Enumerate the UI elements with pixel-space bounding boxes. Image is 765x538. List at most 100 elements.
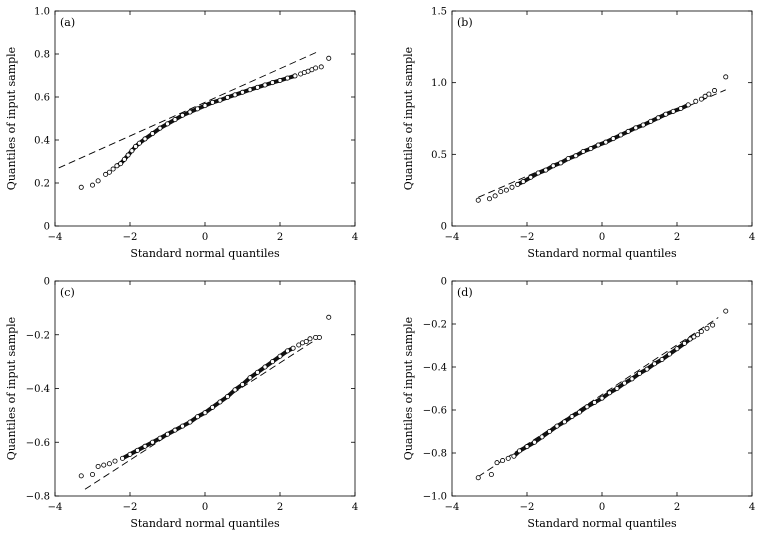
sample-point bbox=[194, 106, 200, 112]
y-axis-label: Quantiles of input sample bbox=[402, 47, 415, 190]
sample-point bbox=[614, 385, 620, 391]
sample-point bbox=[607, 390, 613, 396]
sample-point bbox=[629, 376, 635, 382]
sample-point bbox=[494, 460, 500, 466]
sample-point bbox=[698, 329, 704, 335]
sample-point bbox=[637, 370, 643, 376]
sample-point bbox=[254, 369, 260, 375]
sample-point bbox=[217, 399, 223, 405]
y-tick-label: −0.4 bbox=[423, 363, 447, 374]
sample-point bbox=[503, 187, 509, 193]
sample-point bbox=[584, 404, 590, 410]
sample-point bbox=[500, 458, 506, 464]
sample-point bbox=[670, 108, 676, 114]
sample-point bbox=[704, 325, 710, 331]
sample-point bbox=[682, 340, 688, 346]
panel-2: −4 −2 0 2 4 −0.8 −0.6 −0.4 −0.2 0 Standard normal … bbox=[5, 277, 358, 531]
sample-point bbox=[543, 167, 549, 173]
y-tick-label: 0.5 bbox=[431, 150, 447, 161]
sample-point bbox=[120, 455, 126, 461]
sample-point bbox=[239, 381, 245, 387]
sample-point bbox=[652, 361, 658, 367]
sample-point bbox=[164, 121, 170, 127]
sample-point bbox=[179, 423, 185, 429]
sample-point bbox=[292, 73, 298, 79]
reference-line bbox=[478, 317, 719, 478]
sample-point bbox=[573, 153, 579, 159]
sample-point bbox=[592, 399, 598, 405]
sample-point bbox=[633, 125, 639, 131]
sample-point bbox=[486, 196, 492, 202]
sample-point bbox=[562, 419, 568, 425]
sample-point bbox=[269, 359, 275, 365]
y-tick-label: 1.0 bbox=[34, 7, 50, 18]
sample-point bbox=[103, 171, 109, 177]
x-tick-label: −4 bbox=[445, 232, 460, 243]
y-axis-label: Quantiles of input sample bbox=[402, 317, 415, 460]
sample-point bbox=[90, 471, 96, 477]
sample-point bbox=[588, 146, 594, 152]
y-tick-label: −1.0 bbox=[423, 492, 447, 503]
sample-point bbox=[618, 132, 624, 138]
sample-point bbox=[95, 463, 101, 469]
sample-point bbox=[277, 77, 283, 83]
sample-point bbox=[95, 178, 101, 184]
sample-point bbox=[520, 179, 526, 185]
sample-point bbox=[515, 181, 521, 187]
sample-point bbox=[164, 431, 170, 437]
sample-point bbox=[114, 163, 120, 169]
reference-line bbox=[84, 335, 322, 490]
x-tick-label: 2 bbox=[674, 232, 680, 243]
sample-point bbox=[509, 184, 515, 190]
sample-point bbox=[224, 394, 230, 400]
sample-point bbox=[648, 118, 654, 124]
y-tick-label: 0.8 bbox=[34, 50, 50, 61]
sample-point bbox=[262, 364, 268, 370]
sample-point bbox=[524, 444, 530, 450]
x-tick-label: −2 bbox=[520, 502, 535, 513]
sample-point bbox=[254, 84, 260, 90]
y-axis-label: Quantiles of input sample bbox=[5, 47, 18, 190]
y-tick-label: 0 bbox=[441, 222, 447, 233]
sample-point bbox=[307, 336, 313, 342]
x-tick-label: 4 bbox=[352, 502, 358, 513]
sample-point bbox=[106, 169, 112, 175]
sample-point bbox=[232, 92, 238, 98]
sample-point bbox=[691, 334, 697, 340]
sample-point bbox=[157, 435, 163, 441]
sample-point bbox=[687, 336, 693, 342]
sample-density-band bbox=[114, 73, 297, 168]
y-tick-label: 0.6 bbox=[34, 93, 50, 104]
x-tick-label: 2 bbox=[277, 232, 283, 243]
sample-point bbox=[194, 414, 200, 420]
x-axis-label: Standard normal quantiles bbox=[527, 247, 677, 260]
sample-density-band bbox=[120, 346, 296, 461]
sample-point bbox=[179, 112, 185, 118]
axes-frame bbox=[451, 10, 753, 227]
y-tick-label: 0 bbox=[44, 277, 50, 288]
y-tick-label: 0.2 bbox=[34, 179, 50, 190]
panel-label: (c) bbox=[60, 286, 75, 299]
sample-point bbox=[625, 128, 631, 134]
sample-point bbox=[209, 404, 215, 410]
sample-point bbox=[187, 419, 193, 425]
axes-frame bbox=[54, 280, 356, 497]
sample-point bbox=[78, 184, 84, 190]
y-tick-label: −0.6 bbox=[423, 406, 447, 417]
x-axis-label: Standard normal quantiles bbox=[130, 247, 280, 260]
sample-point bbox=[277, 353, 283, 359]
sample-point bbox=[303, 338, 309, 344]
y-tick-label: 0.4 bbox=[34, 136, 50, 147]
sample-point bbox=[290, 345, 296, 351]
sample-point bbox=[532, 439, 538, 445]
y-tick-label: −0.2 bbox=[423, 320, 447, 331]
sample-point bbox=[136, 140, 142, 146]
y-axis-label: Quantiles of input sample bbox=[5, 317, 18, 460]
panel-label: (d) bbox=[457, 286, 473, 299]
sample-point bbox=[157, 125, 163, 131]
y-tick-label: 1.0 bbox=[431, 78, 447, 89]
sample-point bbox=[269, 80, 275, 86]
y-tick-label: −0.6 bbox=[26, 438, 50, 449]
panel-3: −4 −2 0 2 4 −1.0 −0.8 −0.6 −0.4 −0.2 0 Standard nor… bbox=[402, 277, 755, 531]
x-tick-label: −4 bbox=[48, 232, 63, 243]
